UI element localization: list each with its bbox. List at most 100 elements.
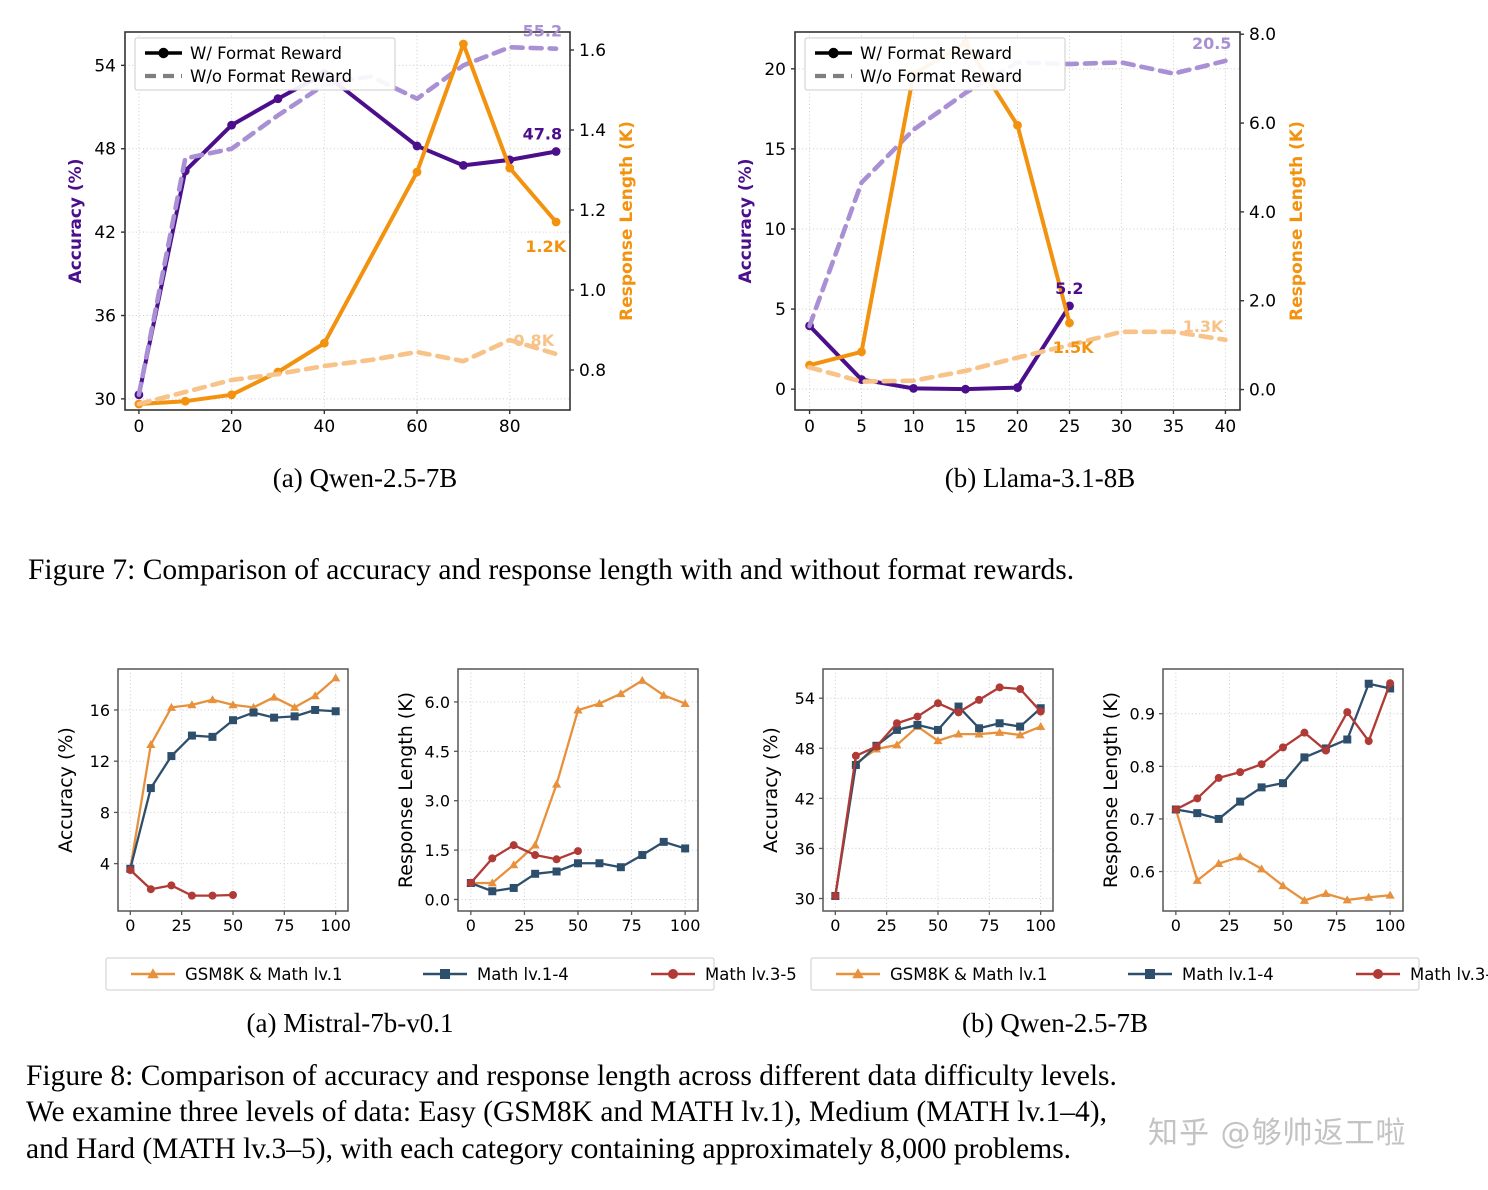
svg-text:25: 25 (876, 916, 896, 935)
svg-text:75: 75 (274, 916, 294, 935)
svg-text:50: 50 (223, 916, 243, 935)
svg-text:0.8: 0.8 (579, 361, 606, 381)
svg-text:4.5: 4.5 (425, 742, 450, 761)
svg-text:25: 25 (514, 916, 534, 935)
svg-text:Math lv.3-5: Math lv.3-5 (1410, 965, 1488, 984)
svg-text:36: 36 (795, 839, 815, 858)
svg-text:30: 30 (94, 390, 116, 410)
svg-text:4.0: 4.0 (1249, 203, 1276, 223)
svg-text:40: 40 (1215, 417, 1237, 437)
svg-text:5: 5 (856, 417, 867, 437)
figure7-subcaption-b: (b) Llama-3.1-8B (944, 463, 1136, 493)
svg-text:5.2: 5.2 (1055, 279, 1083, 298)
svg-text:30: 30 (795, 889, 815, 908)
figure8-chart-a: 0 25 50 75 100 4 8 12 16 Accuracy (%) 0 25 50 75 100 0.… (40, 655, 710, 945)
svg-text:100: 100 (1375, 916, 1406, 935)
svg-text:Accuracy (%): Accuracy (%) (760, 727, 782, 853)
figure7-chart-a: 0 20 40 60 80 30 36 42 48 54 0.8 1.0 1.2 1.4 1.6 Accura… (30, 10, 670, 450)
svg-text:0.8: 0.8 (1130, 757, 1155, 776)
svg-text:47.8: 47.8 (523, 125, 562, 144)
svg-text:100: 100 (320, 916, 351, 935)
svg-text:20: 20 (1007, 417, 1029, 437)
svg-text:15: 15 (764, 140, 786, 160)
svg-text:4: 4 (100, 855, 110, 874)
svg-text:55.2: 55.2 (523, 22, 562, 41)
svg-text:W/ Format Reward: W/ Format Reward (860, 44, 1012, 63)
svg-text:30: 30 (1111, 417, 1133, 437)
figure8-caption-line-2: We examine three levels of data: Easy (G… (26, 1096, 1107, 1129)
svg-text:42: 42 (94, 223, 116, 243)
svg-text:25: 25 (1059, 417, 1081, 437)
svg-text:0.0: 0.0 (425, 890, 450, 909)
svg-text:75: 75 (979, 916, 999, 935)
svg-text:1.0: 1.0 (579, 281, 606, 301)
svg-text:1.3K: 1.3K (1183, 317, 1224, 336)
figure8-caption-line-3: and Hard (MATH lv.3–5), with each catego… (26, 1132, 1072, 1165)
svg-text:80: 80 (499, 417, 521, 437)
svg-text:35: 35 (1163, 417, 1185, 437)
svg-text:0: 0 (775, 380, 786, 400)
svg-text:36: 36 (94, 307, 116, 327)
svg-text:10: 10 (764, 220, 786, 240)
svg-text:54: 54 (795, 689, 815, 708)
svg-text:Response Length (K): Response Length (K) (617, 121, 637, 321)
svg-text:50: 50 (568, 916, 588, 935)
figure8-subcaption-b: (b) Qwen-2.5-7B (962, 1008, 1148, 1038)
svg-text:1.6: 1.6 (579, 41, 606, 61)
svg-text:1.2: 1.2 (579, 201, 606, 221)
svg-text:60: 60 (406, 417, 428, 437)
svg-text:42: 42 (795, 789, 815, 808)
svg-text:Response Length (K): Response Length (K) (1287, 121, 1307, 321)
svg-text:1.5K: 1.5K (1053, 338, 1094, 357)
svg-text:20.5: 20.5 (1192, 34, 1231, 53)
svg-text:Accuracy (%): Accuracy (%) (55, 727, 77, 853)
svg-text:48: 48 (795, 739, 815, 758)
svg-text:0.0: 0.0 (1249, 381, 1276, 401)
svg-text:W/o Format Reward: W/o Format Reward (190, 67, 352, 86)
figure8-chart-b: 0 25 50 75 100 30 36 42 48 54 Accuracy (%) 0 25 50 75 1… (745, 655, 1415, 945)
svg-text:GSM8K & Math lv.1: GSM8K & Math lv.1 (185, 965, 343, 984)
svg-text:0: 0 (125, 916, 135, 935)
svg-text:6.0: 6.0 (425, 693, 450, 712)
figure7-caption: Figure 7: Comparison of accuracy and res… (28, 554, 1075, 586)
svg-text:75: 75 (621, 916, 641, 935)
svg-text:Response Length (K): Response Length (K) (1100, 692, 1122, 888)
svg-text:25: 25 (1219, 916, 1239, 935)
svg-text:50: 50 (928, 916, 948, 935)
svg-text:100: 100 (670, 916, 701, 935)
figure8-subcaption-a: (a) Mistral-7b-v0.1 (246, 1008, 454, 1038)
svg-text:0: 0 (133, 417, 144, 437)
svg-text:3.0: 3.0 (425, 792, 450, 811)
svg-text:W/o Format Reward: W/o Format Reward (860, 67, 1022, 86)
svg-text:W/ Format Reward: W/ Format Reward (190, 44, 342, 63)
svg-text:1.4: 1.4 (579, 121, 606, 141)
watermark: 知乎 @够帅返工啦 (1148, 1116, 1407, 1151)
svg-text:0.9: 0.9 (1130, 705, 1155, 724)
svg-text:48: 48 (94, 140, 116, 160)
svg-text:75: 75 (1326, 916, 1346, 935)
svg-text:8: 8 (100, 803, 110, 822)
svg-text:Accuracy (%): Accuracy (%) (736, 159, 756, 284)
svg-text:0.7: 0.7 (1130, 810, 1155, 829)
svg-text:0: 0 (466, 916, 476, 935)
svg-text:50: 50 (1273, 916, 1293, 935)
svg-text:40: 40 (314, 417, 336, 437)
svg-text:5: 5 (775, 300, 786, 320)
svg-text:10: 10 (903, 417, 925, 437)
svg-text:2.0: 2.0 (1249, 292, 1276, 312)
svg-text:100: 100 (1025, 916, 1056, 935)
svg-text:0: 0 (1171, 916, 1181, 935)
svg-text:Accuracy (%): Accuracy (%) (66, 159, 86, 284)
svg-text:20: 20 (764, 60, 786, 80)
svg-text:Math lv.1-4: Math lv.1-4 (477, 965, 569, 984)
svg-text:12: 12 (90, 752, 110, 771)
svg-text:6.0: 6.0 (1249, 114, 1276, 134)
svg-text:GSM8K & Math lv.1: GSM8K & Math lv.1 (890, 965, 1048, 984)
svg-text:0: 0 (830, 916, 840, 935)
svg-text:25: 25 (171, 916, 191, 935)
figure8-caption-line-1: Figure 8: Comparison of accuracy and res… (26, 1060, 1117, 1092)
svg-text:54: 54 (94, 56, 116, 76)
svg-text:8.0: 8.0 (1249, 25, 1276, 45)
svg-text:Response Length (K): Response Length (K) (395, 692, 417, 888)
figure7-chart-b: 0 5 10 15 20 25 30 35 40 0 5 10 15 20 0.0 2.0 4.0 6.0 8.0 A… (700, 10, 1340, 450)
